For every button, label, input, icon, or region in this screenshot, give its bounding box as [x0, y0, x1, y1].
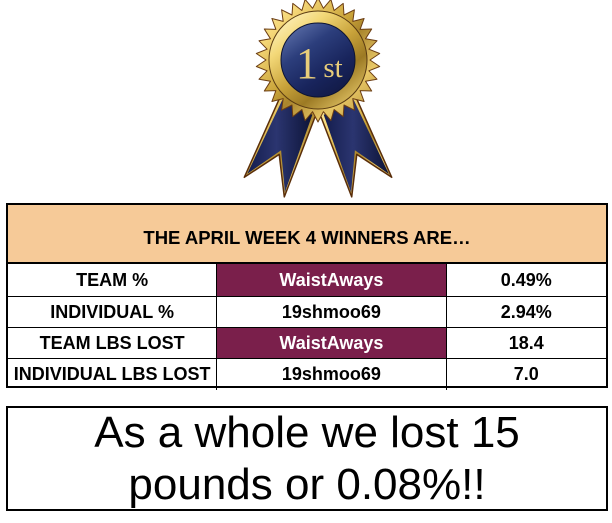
- svg-text:st: st: [323, 52, 342, 84]
- svg-text:1: 1: [296, 39, 318, 88]
